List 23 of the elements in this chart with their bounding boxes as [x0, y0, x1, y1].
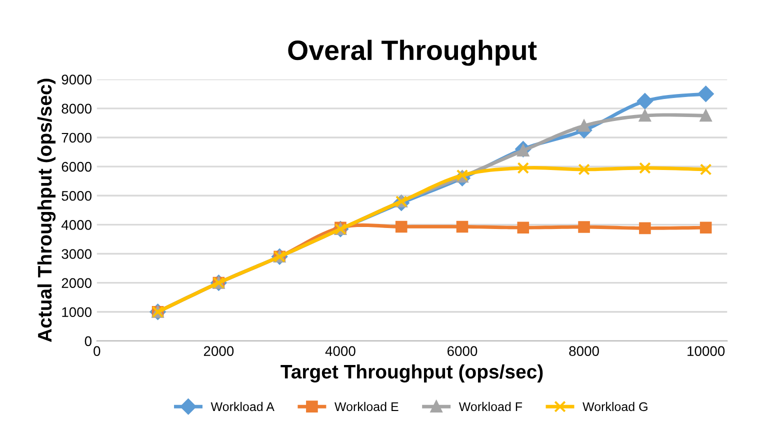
legend-label: Workload A [210, 402, 274, 412]
y-tick-label: 6000 [62, 162, 92, 172]
legend-label: Workload G [582, 402, 648, 412]
y-tick-label: 7000 [62, 132, 92, 143]
x-axis-title: Target Throughput (ops/sec) [280, 364, 543, 383]
x-tick-label: 0 [94, 346, 100, 356]
x-tick-label: 10000 [688, 346, 725, 356]
y-tick-label: 2000 [62, 278, 92, 288]
legend-label: Workload E [334, 402, 398, 412]
y-tick-label: 8000 [62, 104, 92, 114]
x-tick-label: 8000 [569, 346, 599, 356]
y-axis-title: Actual Throughput (ops/sec) [37, 78, 56, 342]
y-tick-label: 5000 [62, 190, 92, 201]
x-tick-label: 2000 [204, 346, 234, 356]
y-tick-label: 3000 [62, 249, 92, 259]
legend-label: Workload F [458, 402, 522, 412]
x-tick-label: 6000 [448, 346, 478, 356]
chart-title: Overal Throughput [288, 40, 537, 66]
y-tick-label: 1000 [62, 307, 92, 318]
y-tick-label: 0 [84, 336, 92, 346]
y-tick-label: 9000 [62, 74, 92, 85]
x-tick-label: 4000 [325, 346, 356, 356]
y-tick-label: 4000 [61, 220, 92, 230]
